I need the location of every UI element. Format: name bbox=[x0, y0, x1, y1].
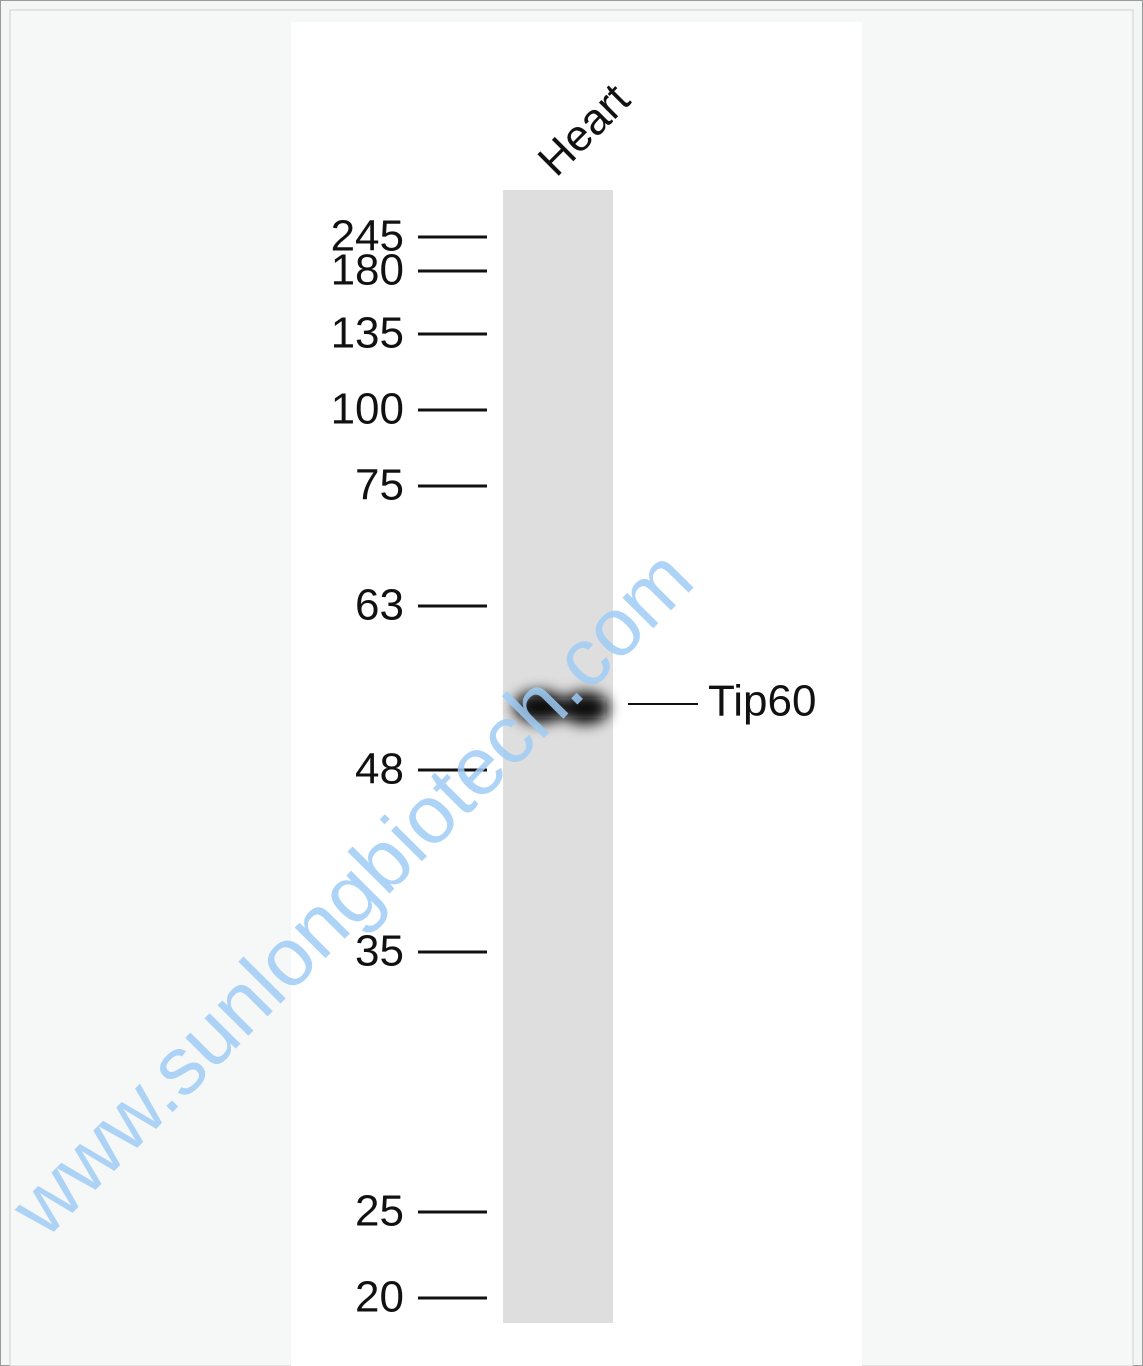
page: {"lane_label": "Heart", "markers": ["245… bbox=[0, 0, 1143, 1366]
band-label: Tip60 bbox=[708, 677, 816, 726]
figure: Heart Tip60 245180135100756348352520 www… bbox=[0, 0, 1143, 1366]
marker-label: 100 bbox=[331, 385, 404, 434]
marker-label: 180 bbox=[331, 246, 404, 295]
marker-label: 25 bbox=[355, 1187, 404, 1236]
marker-label: 20 bbox=[355, 1273, 404, 1322]
marker-label: 135 bbox=[331, 309, 404, 358]
marker-label: 63 bbox=[355, 581, 404, 630]
marker-label: 75 bbox=[355, 461, 404, 510]
